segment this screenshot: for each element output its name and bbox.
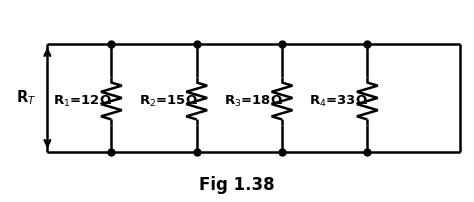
Text: R$_2$=15Ω: R$_2$=15Ω — [139, 94, 198, 108]
Text: R$_T$: R$_T$ — [16, 89, 36, 107]
Text: Fig 1.38: Fig 1.38 — [199, 176, 275, 194]
Text: R$_4$=33Ω: R$_4$=33Ω — [310, 94, 368, 108]
Text: R$_1$=12Ω: R$_1$=12Ω — [54, 94, 112, 108]
Text: R$_3$=18Ω: R$_3$=18Ω — [224, 94, 283, 108]
